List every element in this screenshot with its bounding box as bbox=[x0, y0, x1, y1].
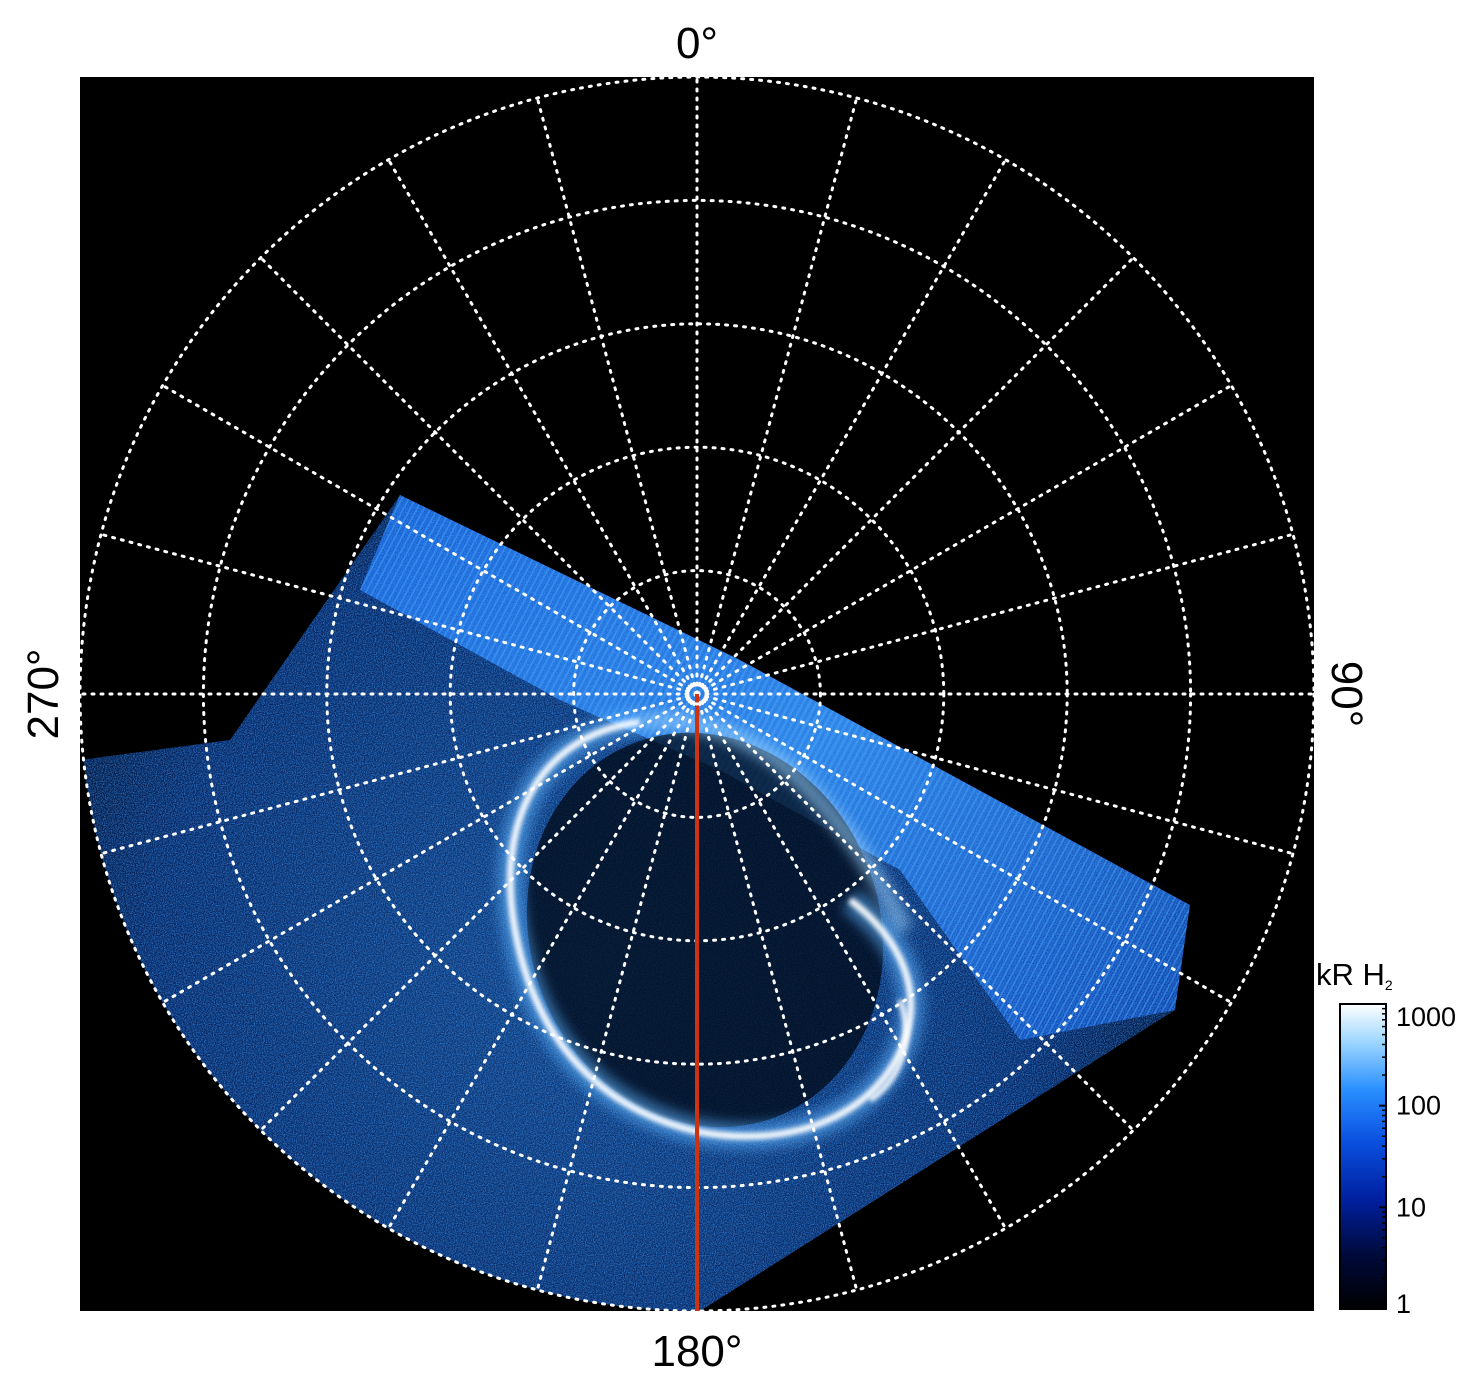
meridian-line bbox=[695, 96, 859, 696]
pole-marker bbox=[685, 682, 709, 706]
meridian-line bbox=[695, 384, 1233, 696]
colorbar-ticks: 1 10 100 1000 bbox=[1379, 1002, 1456, 1319]
longitude-label-left: 270° bbox=[19, 648, 68, 739]
colorbar: kR H2 1 10 100 1000 bbox=[1316, 957, 1456, 1319]
colorbar-gradient bbox=[1339, 1003, 1387, 1310]
meridian-line bbox=[695, 692, 1007, 1230]
colorbar-tick-label: 10 bbox=[1396, 1192, 1426, 1222]
meridian-line bbox=[161, 384, 699, 696]
meridian-line bbox=[695, 256, 1135, 696]
longitude-label-top: 0° bbox=[676, 19, 718, 68]
meridian-line bbox=[535, 692, 699, 1292]
latitude-ring bbox=[572, 569, 822, 819]
longitude-label-bottom: 180° bbox=[651, 1327, 742, 1376]
meridian-line bbox=[387, 158, 699, 696]
meridian-line bbox=[99, 532, 699, 696]
meridian-line bbox=[695, 158, 1007, 696]
longitude-label-right: 90° bbox=[1322, 661, 1371, 728]
meridian-line bbox=[161, 692, 699, 1004]
meridian-line bbox=[535, 96, 699, 696]
colorbar-title: kR H2 bbox=[1316, 957, 1393, 993]
meridian-line bbox=[259, 692, 699, 1132]
meridian-line bbox=[387, 692, 699, 1230]
meridian-line bbox=[695, 692, 1135, 1132]
colorbar-tick-label: 1 bbox=[1396, 1289, 1411, 1319]
meridian-line bbox=[695, 532, 1295, 696]
meridian-line bbox=[695, 692, 1295, 856]
meridian-line bbox=[259, 256, 699, 696]
colorbar-tick-label: 100 bbox=[1396, 1091, 1441, 1121]
meridian-line bbox=[695, 692, 1233, 1004]
colorbar-tick-label: 1000 bbox=[1396, 1002, 1456, 1032]
meridian-line bbox=[99, 692, 699, 856]
meridian-line bbox=[695, 692, 859, 1292]
